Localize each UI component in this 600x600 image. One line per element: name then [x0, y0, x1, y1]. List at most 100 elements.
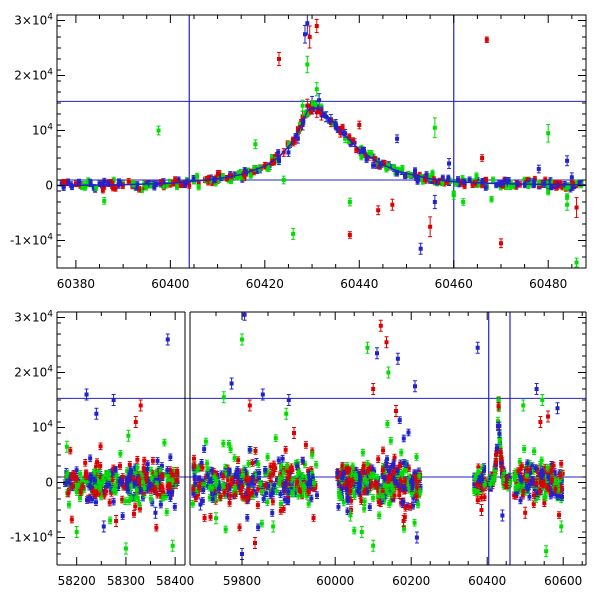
bottom-cluster-0-point-365: [107, 480, 112, 489]
top-panel-zoom: 60380 60400 60420 60440 60460 60480-1×1040104…: [10, 13, 587, 291]
top-d314-marker: [61, 185, 66, 190]
b-c0-p243-marker: [117, 464, 122, 469]
top-d257-marker: [191, 176, 196, 181]
b-c0-p317-marker: [119, 480, 124, 485]
b-c0-p345-marker: [137, 477, 142, 482]
top-d349-marker: [144, 185, 149, 190]
top-d28-marker: [522, 177, 527, 182]
top-dense-point-346: [266, 165, 271, 173]
top-d289-marker: [385, 164, 390, 169]
top-dense-point-342: [62, 179, 67, 186]
b-c0-p348-marker: [175, 471, 180, 476]
top-dense-point-257: [191, 174, 196, 182]
top-d266-marker: [360, 147, 365, 152]
top-series-2-point-48: [432, 194, 437, 210]
top-d143-marker: [134, 185, 139, 190]
top-series-1-point-42: [574, 257, 579, 268]
b-c0-p75-marker: [159, 492, 164, 497]
top-s0-p50-marker: [498, 241, 503, 246]
top-ytick-label-4: 3×104: [14, 13, 53, 28]
b-c0-p360-marker: [78, 490, 83, 495]
top-dense-point-351: [422, 175, 427, 182]
top-series-2-point-50: [536, 164, 541, 174]
top-dense-point-264: [100, 186, 105, 194]
top-s1-p16-marker: [343, 136, 348, 141]
bottom-cluster-0-point-355: [148, 494, 153, 503]
top-s0-p24-marker: [338, 131, 343, 136]
top-s0-p45-marker: [314, 24, 319, 28]
top-s2-p37-marker: [494, 182, 499, 187]
top-series-1-point-32: [281, 175, 286, 185]
b-c1-p54-marker: [268, 479, 273, 484]
top-dense-point-358: [310, 99, 315, 107]
top-s2-p19-marker: [314, 105, 319, 110]
top-d278-marker: [415, 179, 420, 184]
top-d359-marker: [480, 179, 485, 184]
b-c0-p357-marker: [74, 476, 79, 481]
bottom-cluster-1: [190, 312, 319, 560]
top-dense-point-289: [385, 162, 390, 170]
b-c0-o3-marker: [94, 411, 99, 416]
top-d74-marker: [434, 180, 439, 185]
top-series-2-point-47: [418, 242, 423, 255]
top-s1-p17-marker: [366, 151, 371, 156]
b-c0-p363-marker: [144, 475, 149, 480]
top-d49-marker: [164, 183, 169, 188]
top-d340-marker: [391, 165, 396, 170]
b-c0-p198-marker: [122, 484, 127, 489]
b-c1-p7-marker: [292, 486, 297, 491]
top-series-0-point-49: [484, 36, 489, 43]
bottom-cluster-0-point-297: [131, 510, 136, 518]
top-d93-marker: [113, 186, 118, 191]
top-series-2-point-44: [305, 15, 310, 35]
b-c0-p177-marker: [94, 464, 99, 469]
bottom-cluster-0-outlier-1: [84, 388, 89, 401]
top-dense-point-119: [531, 178, 536, 185]
top-d259-marker: [420, 179, 425, 184]
top-d192-marker: [308, 109, 313, 114]
bottom-cluster-0-point-367: [104, 471, 109, 480]
top-ytick-label-0-exponent: 4: [47, 233, 53, 243]
b-c0-p310-marker: [170, 479, 175, 484]
bottom-cluster-0-point-332: [168, 494, 173, 502]
top-s1-p26-marker: [546, 190, 551, 195]
b-c0-p195-marker: [142, 469, 147, 474]
b-c0-p349-marker: [100, 481, 105, 486]
b-c0-p51-marker: [161, 490, 166, 495]
b-c0-p362-marker: [125, 483, 130, 488]
bottom-cluster-0-point-294: [155, 490, 160, 499]
b-c0-p211-marker: [165, 478, 170, 483]
b-c0-p347-marker: [92, 478, 97, 483]
top-d302-marker: [500, 180, 505, 185]
b-c0-p333-marker: [158, 485, 163, 490]
b-c0-p284-marker: [127, 472, 132, 477]
top-d322-marker: [440, 180, 445, 185]
top-ytick-label-2-exponent: 4: [47, 123, 53, 133]
b-c0-p165-marker: [83, 460, 88, 465]
b-c0-p157-marker: [164, 471, 169, 476]
b-c0-p266-marker: [155, 458, 160, 463]
top-s1-p32-marker: [281, 178, 286, 182]
top-d263-marker: [402, 173, 407, 178]
top-d261-marker: [570, 180, 575, 185]
top-d188-marker: [182, 182, 187, 187]
b-c0-p366-marker: [160, 473, 165, 478]
top-dense-point-149: [413, 167, 418, 174]
top-d337-marker: [238, 175, 243, 180]
b-c0-p223-marker: [101, 475, 106, 480]
top-d353-marker: [212, 178, 217, 183]
b-c0-p256-marker: [158, 468, 163, 473]
top-d142-marker: [167, 180, 172, 185]
top-d251-marker: [66, 180, 71, 185]
top-d202-marker: [313, 103, 318, 108]
top-s1-p2-marker: [111, 178, 116, 182]
b-c0-p335-marker: [127, 476, 132, 481]
bottom-cluster-0-outlier-6: [64, 440, 69, 453]
b-c1-p30-marker: [196, 492, 201, 497]
top-s2-p21-marker: [324, 114, 329, 119]
top-s2-p52-marker: [569, 175, 574, 180]
top-ytick-label-3: 2×104: [14, 68, 53, 83]
top-dense-point-352: [565, 184, 570, 191]
top-d248-marker: [322, 112, 327, 117]
top-xtick-label-5: 60480: [529, 277, 567, 291]
